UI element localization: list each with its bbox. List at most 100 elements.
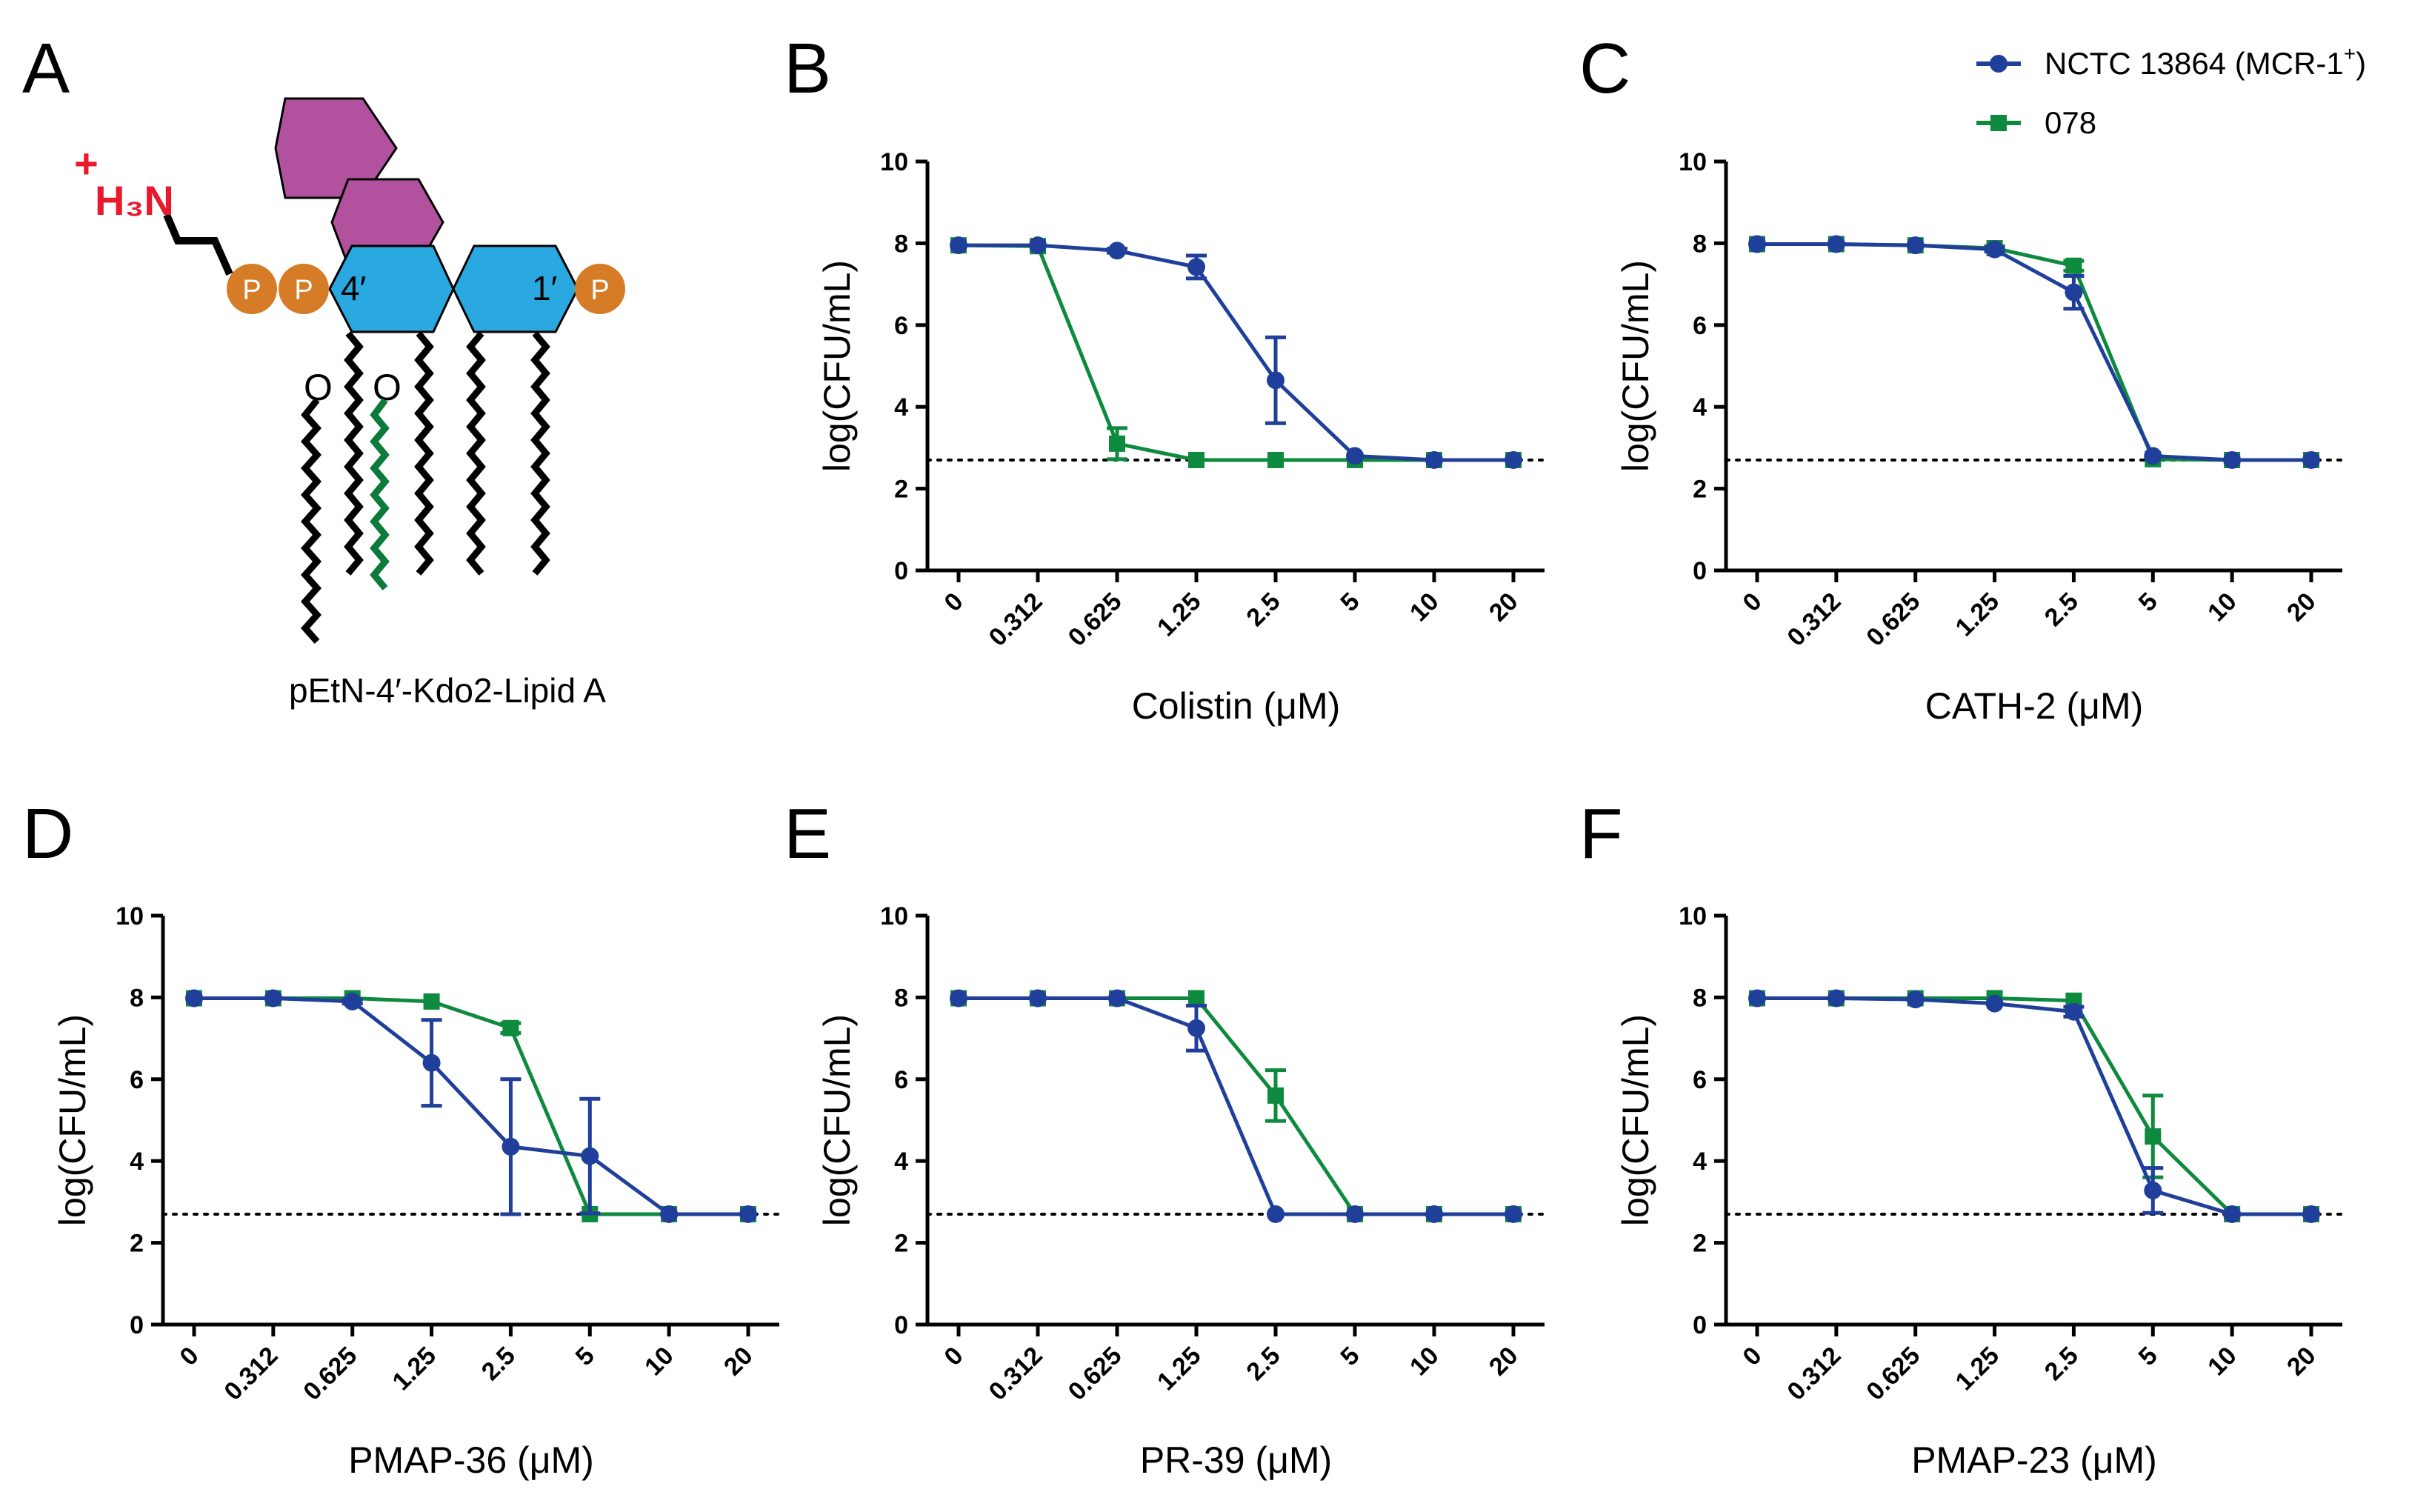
legend-label-series-1: NCTC 13864 (MCR-1+) bbox=[2045, 42, 2366, 81]
chart-f-series-1-point bbox=[2144, 1181, 2162, 1199]
chart-d-y-tick-label: 2 bbox=[130, 1230, 144, 1258]
chart-b-y-tick-label: 0 bbox=[894, 557, 908, 585]
chart-b-series-1-point bbox=[1029, 236, 1047, 255]
chart-f-y-tick-label: 10 bbox=[1679, 902, 1707, 930]
chart-b-x-tick-label: 5 bbox=[1335, 587, 1365, 617]
chart-d-x-tick-label: 0.312 bbox=[219, 1342, 283, 1406]
legend-marker-series-1 bbox=[1990, 55, 2008, 73]
chart-e-y-tick-label: 2 bbox=[894, 1230, 908, 1258]
chart-d-x-tick-label: 2.5 bbox=[476, 1342, 521, 1386]
chart-b-series-1-point bbox=[1425, 450, 1443, 469]
acyl-chain-4 bbox=[466, 331, 486, 576]
chart-e-y-tick-label: 10 bbox=[880, 902, 908, 930]
chart-c-y-tick-label: 0 bbox=[1693, 557, 1707, 585]
chart-c-x-tick-label: 1.25 bbox=[1950, 587, 2005, 642]
legend-label-series-2: 078 bbox=[2045, 105, 2096, 140]
chart-c-x-tick-label: 10 bbox=[2202, 587, 2242, 627]
phosphate-1 bbox=[227, 264, 277, 314]
chart-e-series-1-point bbox=[1346, 1205, 1364, 1223]
chart-c-y-tick-label: 4 bbox=[1693, 393, 1707, 422]
chart-d-x-tick-label: 0 bbox=[174, 1342, 204, 1371]
chart-d-series-1-point bbox=[660, 1205, 679, 1223]
chart-c-series-1-point bbox=[2065, 283, 2083, 302]
chart-d-y-tick-label: 6 bbox=[130, 1066, 144, 1094]
chart-e-series-1-point bbox=[1425, 1205, 1443, 1223]
phosphate-label-2: P bbox=[294, 275, 313, 306]
chart-e-x-axis-title: PR-39 (μM) bbox=[1140, 1439, 1332, 1481]
chart-b-series-2-point bbox=[1109, 435, 1125, 452]
chart-c-series-2-point bbox=[2065, 257, 2082, 274]
chart-e-series-1-point bbox=[950, 989, 967, 1008]
chart-c-series-1-point bbox=[2144, 447, 2162, 465]
chart-d-y-tick-label: 10 bbox=[116, 902, 144, 930]
chart-f-series-1-line bbox=[1757, 996, 2311, 1216]
chart-b-x-axis-title: Colistin (μM) bbox=[1132, 685, 1341, 727]
chart-c-x-tick-label: 0 bbox=[1737, 587, 1767, 617]
chart-d-series-2-point bbox=[502, 1019, 519, 1036]
acyl-chain-5 bbox=[530, 331, 550, 576]
chart-d-series-1-point bbox=[422, 1053, 441, 1072]
glucosamine-1prime bbox=[452, 244, 579, 333]
chart-c-series-1-point bbox=[1906, 236, 1925, 255]
chart-f-x-tick-label: 2.5 bbox=[2039, 1342, 2084, 1386]
chart-panel-b: 0 2 4 6 8 10 0 0.312 0.625 1.25 2.5 5 10 20 Colistin (… bbox=[816, 148, 1546, 727]
chart-d-x-tick-label: 10 bbox=[639, 1342, 679, 1382]
chart-b-y-tick-label: 8 bbox=[894, 230, 908, 258]
chart-d-series-1-point bbox=[343, 992, 361, 1010]
chart-d-series-1-point bbox=[185, 989, 203, 1008]
chart-e-series-1-point bbox=[1505, 1205, 1522, 1223]
structure-caption: pEtN-4′-Kdo2-Lipid A bbox=[289, 671, 606, 710]
chart-e-x-tick-label: 0 bbox=[939, 1342, 968, 1371]
chart-b-series-1-point bbox=[1187, 258, 1205, 276]
chart-b-series-1-point bbox=[1267, 371, 1285, 390]
chart-f-series-2-line bbox=[1757, 996, 2311, 1216]
chart-e-x-tick-label: 1.25 bbox=[1152, 1342, 1207, 1396]
chart-c-x-tick-label: 20 bbox=[2282, 587, 2322, 627]
chart-d-series-1-point bbox=[581, 1147, 599, 1165]
acyl-chain-2 bbox=[344, 331, 364, 576]
chart-e-x-tick-label: 2.5 bbox=[1241, 1342, 1285, 1386]
chart-c-x-tick-label: 0.312 bbox=[1782, 587, 1846, 652]
position-4-label: 4′ bbox=[341, 269, 366, 307]
chart-f-y-tick-label: 4 bbox=[1693, 1148, 1707, 1176]
chart-b-series-1-point bbox=[950, 236, 967, 255]
chart-d-series-1-point bbox=[739, 1205, 757, 1223]
amine-label: H₃N bbox=[95, 177, 174, 224]
legend-series-1-close: ) bbox=[2356, 46, 2366, 81]
chart-e-y-tick-label: 8 bbox=[894, 984, 908, 1012]
chart-e-y-tick-label: 4 bbox=[894, 1148, 908, 1176]
chart-f-x-tick-label: 0.625 bbox=[1861, 1342, 1925, 1406]
chart-c-y-axis-title: log(CFU/mL) bbox=[1615, 260, 1656, 472]
chart-f-series-1-point bbox=[1906, 990, 1925, 1009]
chart-b-y-tick-label: 4 bbox=[894, 393, 908, 422]
chart-panel-d: 0 2 4 6 8 10 0 0.312 0.625 1.25 2.5 5 10 20 PMAP-36 (μ… bbox=[52, 902, 781, 1481]
chart-e-series-1-point bbox=[1029, 989, 1047, 1008]
chart-e-series-1-point bbox=[1187, 1019, 1205, 1037]
chart-e-series-2-line bbox=[959, 996, 1513, 1216]
chart-panel-e: 0 2 4 6 8 10 0 0.312 0.625 1.25 2.5 5 10 20 PR-39 (μM)… bbox=[816, 902, 1546, 1481]
acyl-chain-extra bbox=[370, 398, 390, 590]
chart-b-y-axis-title: log(CFU/mL) bbox=[816, 260, 858, 472]
chart-e-series-1-line bbox=[959, 996, 1513, 1216]
chart-b-x-tick-label: 0 bbox=[939, 587, 968, 617]
amine-charge: + bbox=[74, 140, 99, 187]
chart-b-y-tick-label: 6 bbox=[894, 312, 908, 340]
chart-e-y-axis-title: log(CFU/mL) bbox=[816, 1014, 858, 1226]
chart-c-y-tick-label: 6 bbox=[1693, 312, 1707, 340]
chart-b-y-tick-label: 2 bbox=[894, 476, 908, 504]
panel-letter-d: D bbox=[22, 794, 73, 873]
chart-e-x-tick-label: 0.312 bbox=[984, 1342, 1048, 1406]
chart-e-x-tick-label: 0.625 bbox=[1063, 1342, 1127, 1406]
chart-c-series-1-line bbox=[1757, 242, 2311, 462]
chart-d-y-tick-label: 4 bbox=[130, 1148, 144, 1176]
chart-f-series-1-point bbox=[2065, 1002, 2083, 1021]
chart-c-series-1-point bbox=[1985, 240, 2004, 259]
position-1-label: 1′ bbox=[532, 269, 557, 307]
chart-f-x-axis-title: PMAP-23 (μM) bbox=[1911, 1439, 2157, 1481]
chart-d-series-1-point bbox=[264, 989, 282, 1008]
chart-c-x-tick-label: 0.625 bbox=[1861, 587, 1925, 652]
acyl-chain-1 bbox=[300, 398, 322, 644]
chart-f-y-tick-label: 6 bbox=[1693, 1066, 1707, 1094]
chart-b-series-2-point bbox=[1267, 451, 1284, 468]
